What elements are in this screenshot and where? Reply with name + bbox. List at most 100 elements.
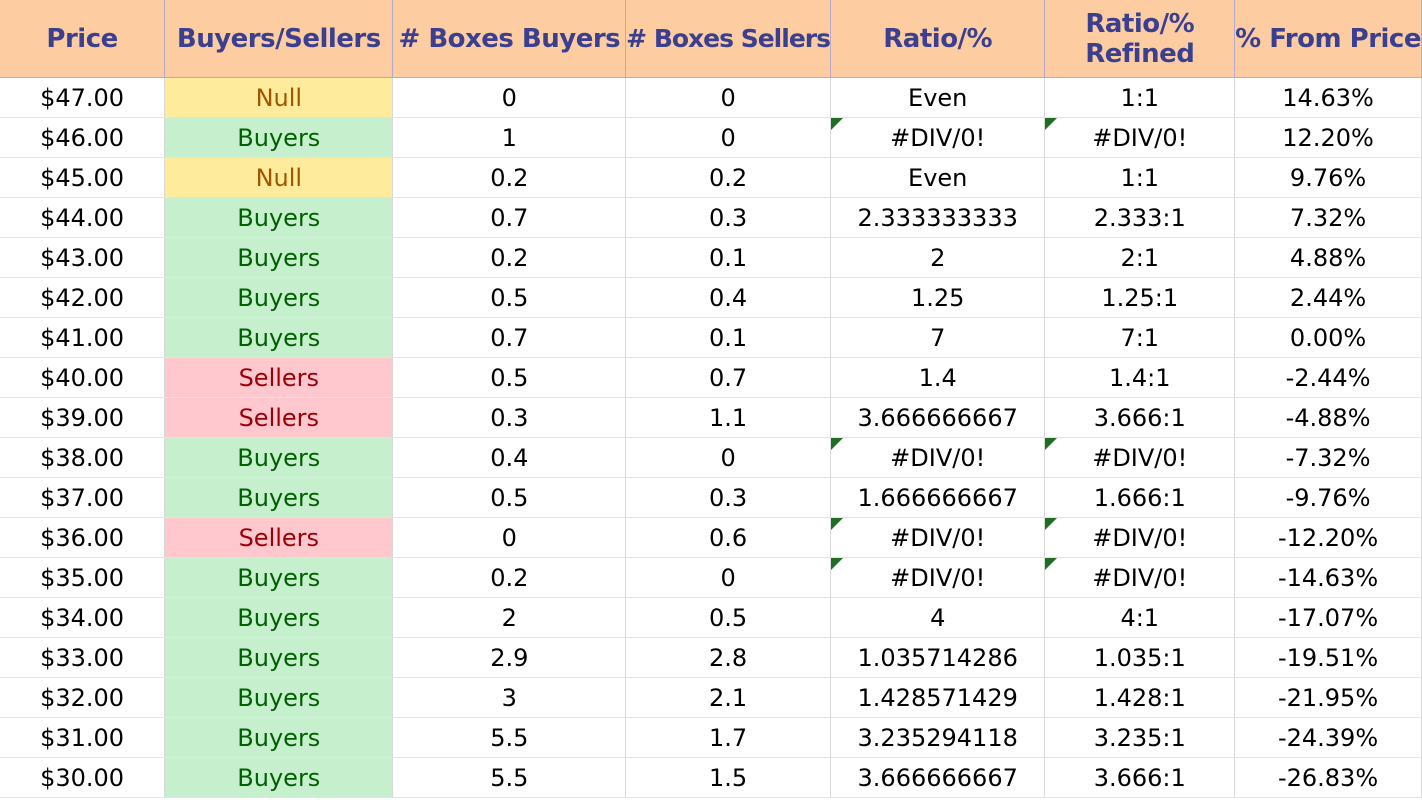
price-cell[interactable]: $36.00 bbox=[0, 517, 166, 558]
price-cell[interactable]: $47.00 bbox=[0, 77, 166, 118]
from-price-cell[interactable]: -4.88% bbox=[1234, 397, 1422, 438]
status-cell[interactable]: Buyers bbox=[164, 437, 394, 478]
from-price-cell[interactable]: 12.20% bbox=[1234, 117, 1422, 158]
ratio-cell[interactable]: Even bbox=[830, 77, 1046, 118]
status-cell[interactable]: Buyers bbox=[164, 237, 394, 278]
boxes-buyers-cell[interactable]: 0.5 bbox=[392, 357, 627, 398]
ratio-refined-cell[interactable]: 1.666:1 bbox=[1044, 477, 1236, 518]
ratio-refined-cell[interactable]: 2:1 bbox=[1044, 237, 1236, 278]
boxes-buyers-cell[interactable]: 0.2 bbox=[392, 557, 627, 598]
boxes-sellers-cell[interactable]: 0.1 bbox=[625, 237, 831, 278]
from-price-cell[interactable]: -7.32% bbox=[1234, 437, 1422, 478]
from-price-cell[interactable]: 9.76% bbox=[1234, 157, 1422, 198]
status-cell[interactable]: Sellers bbox=[164, 397, 394, 438]
boxes-buyers-cell[interactable]: 0 bbox=[392, 77, 627, 118]
price-cell[interactable]: $31.00 bbox=[0, 717, 166, 758]
status-cell[interactable]: Buyers bbox=[164, 677, 394, 718]
from-price-cell[interactable]: -9.76% bbox=[1234, 477, 1422, 518]
from-price-cell[interactable]: 2.44% bbox=[1234, 277, 1422, 318]
ratio-refined-cell[interactable]: #DIV/0! bbox=[1044, 557, 1236, 598]
boxes-buyers-cell[interactable]: 2.9 bbox=[392, 637, 627, 678]
boxes-sellers-cell[interactable]: 0 bbox=[625, 117, 831, 158]
boxes-buyers-cell[interactable]: 5.5 bbox=[392, 757, 627, 798]
ratio-cell[interactable]: #DIV/0! bbox=[830, 557, 1046, 598]
ratio-cell[interactable]: 1.035714286 bbox=[830, 637, 1046, 678]
boxes-sellers-cell[interactable]: 2.1 bbox=[625, 677, 831, 718]
ratio-refined-cell[interactable]: 1.25:1 bbox=[1044, 277, 1236, 318]
price-cell[interactable]: $44.00 bbox=[0, 197, 166, 238]
boxes-sellers-cell[interactable]: 0.1 bbox=[625, 317, 831, 358]
from-price-cell[interactable]: -24.39% bbox=[1234, 717, 1422, 758]
boxes-sellers-cell[interactable]: 2.8 bbox=[625, 637, 831, 678]
boxes-sellers-cell[interactable]: 0.4 bbox=[625, 277, 831, 318]
boxes-buyers-cell[interactable]: 0.4 bbox=[392, 437, 627, 478]
status-cell[interactable]: Null bbox=[164, 77, 394, 118]
ratio-refined-cell[interactable]: 1.428:1 bbox=[1044, 677, 1236, 718]
status-cell[interactable]: Buyers bbox=[164, 637, 394, 678]
boxes-buyers-cell[interactable]: 0.2 bbox=[392, 237, 627, 278]
ratio-cell[interactable]: Even bbox=[830, 157, 1046, 198]
ratio-cell[interactable]: 3.666666667 bbox=[830, 757, 1046, 798]
status-cell[interactable]: Buyers bbox=[164, 597, 394, 638]
boxes-sellers-cell[interactable]: 0 bbox=[625, 77, 831, 118]
status-cell[interactable]: Buyers bbox=[164, 197, 394, 238]
status-cell[interactable]: Buyers bbox=[164, 317, 394, 358]
status-cell[interactable]: Buyers bbox=[164, 117, 394, 158]
price-cell[interactable]: $32.00 bbox=[0, 677, 166, 718]
status-cell[interactable]: Buyers bbox=[164, 277, 394, 318]
status-cell[interactable]: Buyers bbox=[164, 477, 394, 518]
status-cell[interactable]: Buyers bbox=[164, 717, 394, 758]
boxes-buyers-cell[interactable]: 0.7 bbox=[392, 197, 627, 238]
ratio-refined-cell[interactable]: 2.333:1 bbox=[1044, 197, 1236, 238]
ratio-refined-cell[interactable]: 3.666:1 bbox=[1044, 397, 1236, 438]
ratio-refined-cell[interactable]: #DIV/0! bbox=[1044, 437, 1236, 478]
ratio-cell[interactable]: 3.235294118 bbox=[830, 717, 1046, 758]
ratio-cell[interactable]: 7 bbox=[830, 317, 1046, 358]
price-cell[interactable]: $38.00 bbox=[0, 437, 166, 478]
ratio-cell[interactable]: 1.25 bbox=[830, 277, 1046, 318]
from-price-cell[interactable]: -2.44% bbox=[1234, 357, 1422, 398]
status-cell[interactable]: Sellers bbox=[164, 357, 394, 398]
boxes-sellers-cell[interactable]: 0.3 bbox=[625, 477, 831, 518]
ratio-refined-cell[interactable]: 1:1 bbox=[1044, 157, 1236, 198]
ratio-cell[interactable]: #DIV/0! bbox=[830, 437, 1046, 478]
from-price-cell[interactable]: 14.63% bbox=[1234, 77, 1422, 118]
boxes-sellers-cell[interactable]: 0.7 bbox=[625, 357, 831, 398]
from-price-cell[interactable]: -14.63% bbox=[1234, 557, 1422, 598]
boxes-buyers-cell[interactable]: 1 bbox=[392, 117, 627, 158]
price-cell[interactable]: $30.00 bbox=[0, 757, 166, 798]
status-cell[interactable]: Sellers bbox=[164, 517, 394, 558]
ratio-cell[interactable]: 2 bbox=[830, 237, 1046, 278]
from-price-cell[interactable]: -26.83% bbox=[1234, 757, 1422, 798]
status-cell[interactable]: Null bbox=[164, 157, 394, 198]
boxes-buyers-cell[interactable]: 2 bbox=[392, 597, 627, 638]
ratio-cell[interactable]: 1.666666667 bbox=[830, 477, 1046, 518]
price-cell[interactable]: $39.00 bbox=[0, 397, 166, 438]
ratio-refined-cell[interactable]: 7:1 bbox=[1044, 317, 1236, 358]
ratio-refined-cell[interactable]: 1.4:1 bbox=[1044, 357, 1236, 398]
ratio-refined-cell[interactable]: 3.235:1 bbox=[1044, 717, 1236, 758]
boxes-buyers-cell[interactable]: 0.2 bbox=[392, 157, 627, 198]
ratio-cell[interactable]: #DIV/0! bbox=[830, 117, 1046, 158]
ratio-cell[interactable]: 1.428571429 bbox=[830, 677, 1046, 718]
ratio-cell[interactable]: 2.333333333 bbox=[830, 197, 1046, 238]
price-cell[interactable]: $40.00 bbox=[0, 357, 166, 398]
price-cell[interactable]: $42.00 bbox=[0, 277, 166, 318]
ratio-cell[interactable]: 4 bbox=[830, 597, 1046, 638]
ratio-refined-cell[interactable]: 3.666:1 bbox=[1044, 757, 1236, 798]
boxes-sellers-cell[interactable]: 0.5 bbox=[625, 597, 831, 638]
boxes-sellers-cell[interactable]: 1.1 bbox=[625, 397, 831, 438]
ratio-cell[interactable]: 3.666666667 bbox=[830, 397, 1046, 438]
boxes-buyers-cell[interactable]: 0.3 bbox=[392, 397, 627, 438]
from-price-cell[interactable]: 7.32% bbox=[1234, 197, 1422, 238]
boxes-sellers-cell[interactable]: 0 bbox=[625, 557, 831, 598]
boxes-sellers-cell[interactable]: 0.6 bbox=[625, 517, 831, 558]
from-price-cell[interactable]: 0.00% bbox=[1234, 317, 1422, 358]
boxes-buyers-cell[interactable]: 0 bbox=[392, 517, 627, 558]
price-cell[interactable]: $45.00 bbox=[0, 157, 166, 198]
price-cell[interactable]: $37.00 bbox=[0, 477, 166, 518]
from-price-cell[interactable]: -21.95% bbox=[1234, 677, 1422, 718]
ratio-refined-cell[interactable]: 1:1 bbox=[1044, 77, 1236, 118]
price-cell[interactable]: $41.00 bbox=[0, 317, 166, 358]
boxes-sellers-cell[interactable]: 1.5 bbox=[625, 757, 831, 798]
